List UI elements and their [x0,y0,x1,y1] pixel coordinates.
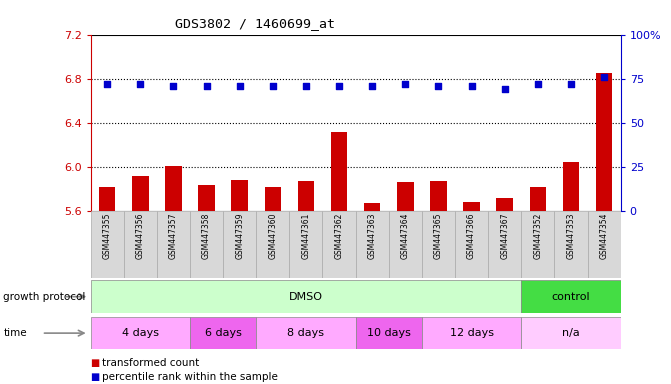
Bar [430,181,447,211]
Bar [289,211,323,278]
Text: ■: ■ [91,372,100,382]
Point [499,86,510,93]
Text: 8 days: 8 days [287,328,325,338]
Bar [190,317,256,349]
Bar [356,211,389,278]
Text: percentile rank within the sample: percentile rank within the sample [102,372,278,382]
Bar [596,73,613,211]
Bar [323,211,356,278]
Bar [190,211,223,278]
Text: ■: ■ [91,358,100,368]
Text: GSM447362: GSM447362 [335,213,344,259]
Text: time: time [3,328,27,338]
Point [466,83,477,89]
Text: GSM447355: GSM447355 [103,213,111,259]
Bar [223,211,256,278]
Text: n/a: n/a [562,328,580,338]
Point [234,83,245,89]
Bar [157,211,190,278]
Text: 12 days: 12 days [450,328,494,338]
Text: GSM447352: GSM447352 [533,213,542,259]
Point [268,83,278,89]
Bar [563,162,579,211]
Bar [554,211,588,278]
Bar [165,166,182,211]
Bar [91,280,521,313]
Bar [488,211,521,278]
Text: GSM447358: GSM447358 [202,213,211,259]
Bar [497,198,513,211]
Text: 10 days: 10 days [367,328,411,338]
Bar [521,317,621,349]
Bar [91,211,123,278]
Bar [198,185,215,211]
Text: control: control [552,291,590,302]
Point [135,81,146,87]
Point [533,81,544,87]
Bar [455,211,488,278]
Point [367,83,378,89]
Point [201,83,212,89]
Bar [364,204,380,211]
Text: GSM447364: GSM447364 [401,213,410,259]
Bar [298,181,314,211]
Text: DMSO: DMSO [289,291,323,302]
Bar [231,180,248,211]
Point [168,83,178,89]
Bar [91,317,190,349]
Point [400,81,411,87]
Bar [256,211,289,278]
Bar [422,317,521,349]
Bar [132,176,148,211]
Text: GSM447367: GSM447367 [500,213,509,259]
Point [566,81,576,87]
Text: GSM447366: GSM447366 [467,213,476,259]
Point [102,81,113,87]
Point [301,83,311,89]
Text: 6 days: 6 days [205,328,242,338]
Bar [529,187,546,211]
Bar [331,132,348,211]
Text: GSM447359: GSM447359 [235,213,244,259]
Point [599,74,609,80]
Text: growth protocol: growth protocol [3,291,86,302]
Text: GSM447361: GSM447361 [301,213,311,259]
Bar [264,187,281,211]
Bar [521,211,554,278]
Text: transformed count: transformed count [102,358,199,368]
Text: GSM447365: GSM447365 [434,213,443,259]
Bar [463,202,480,211]
Text: GSM447356: GSM447356 [136,213,145,259]
Bar [389,211,422,278]
Bar [397,182,413,211]
Point [333,83,344,89]
Point [433,83,444,89]
Bar [422,211,455,278]
Bar [521,280,621,313]
Text: GSM447363: GSM447363 [368,213,376,259]
Bar [256,317,356,349]
Text: GSM447353: GSM447353 [566,213,576,259]
Bar [99,187,115,211]
Text: GSM447357: GSM447357 [169,213,178,259]
Bar [123,211,157,278]
Text: GSM447354: GSM447354 [600,213,609,259]
Bar [588,211,621,278]
Text: 4 days: 4 days [121,328,159,338]
Text: GDS3802 / 1460699_at: GDS3802 / 1460699_at [175,17,335,30]
Text: GSM447360: GSM447360 [268,213,277,259]
Bar [356,317,422,349]
